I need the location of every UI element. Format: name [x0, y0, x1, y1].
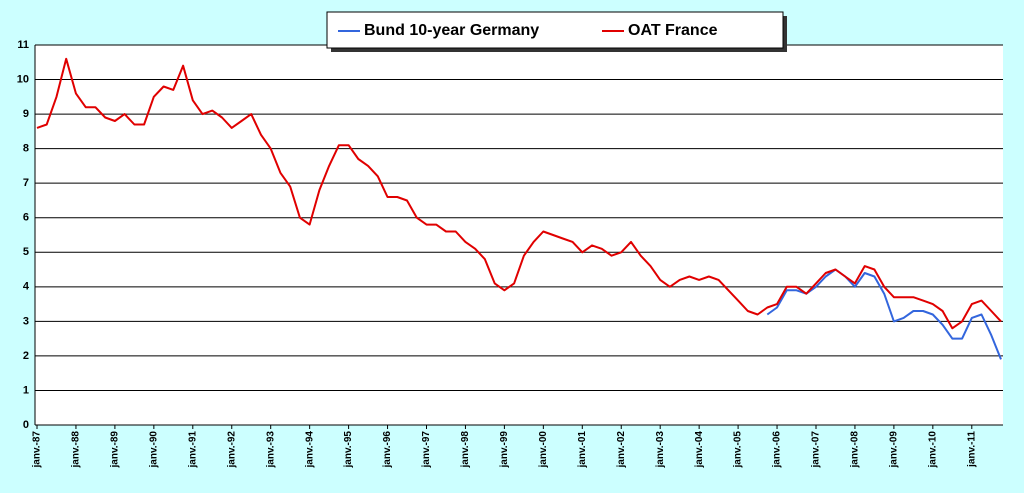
y-tick-label: 2 [23, 350, 29, 362]
x-tick-label: janv.-10 [927, 431, 938, 469]
x-tick-label: janv.-98 [460, 431, 471, 469]
legend-label: OAT France [628, 22, 718, 39]
x-tick-label: janv.-91 [187, 431, 198, 469]
y-tick-label: 1 [23, 384, 29, 396]
x-tick-label: janv.-89 [110, 431, 121, 469]
y-tick-label: 9 [23, 108, 29, 120]
y-tick-label: 5 [23, 246, 29, 258]
x-tick-label: janv.-95 [343, 431, 354, 469]
x-tick-label: janv.-87 [32, 431, 43, 469]
x-tick-label: janv.-06 [772, 431, 783, 469]
x-tick-label: janv.-05 [733, 431, 744, 469]
legend-label: Bund 10-year Germany [364, 22, 539, 39]
x-tick-label: janv.-07 [811, 431, 822, 469]
x-tick-label: janv.-08 [850, 431, 861, 469]
x-tick-label: janv.-09 [889, 431, 900, 469]
y-tick-label: 6 [23, 212, 29, 224]
x-tick-label: janv.-03 [655, 431, 666, 469]
x-tick-label: janv.-04 [694, 431, 705, 469]
x-tick-label: janv.-01 [577, 431, 588, 469]
y-tick-label: 10 [17, 73, 29, 85]
y-tick-label: 0 [23, 419, 29, 431]
x-tick-label: janv.-97 [421, 431, 432, 469]
x-tick-label: janv.-00 [538, 431, 549, 469]
x-tick-label: janv.-88 [71, 431, 82, 469]
x-tick-label: janv.-90 [148, 431, 159, 469]
x-tick-label: janv.-02 [616, 431, 627, 469]
series-line [36, 57, 1002, 330]
x-tick-label: janv.-94 [304, 431, 315, 469]
plot-area [35, 45, 1003, 425]
x-tick-label: janv.-92 [226, 431, 237, 469]
y-tick-label: 7 [23, 177, 29, 189]
y-tick-label: 8 [23, 143, 29, 155]
legend-box [326, 11, 784, 49]
y-tick-label: 4 [23, 281, 30, 293]
y-tick-label: 3 [23, 315, 29, 327]
y-tick-label: 11 [17, 39, 29, 51]
x-tick-label: janv.-11 [966, 431, 977, 468]
x-tick-label: janv.-99 [499, 431, 510, 469]
x-tick-label: janv.-96 [382, 431, 393, 469]
x-tick-label: janv.-93 [265, 431, 276, 469]
